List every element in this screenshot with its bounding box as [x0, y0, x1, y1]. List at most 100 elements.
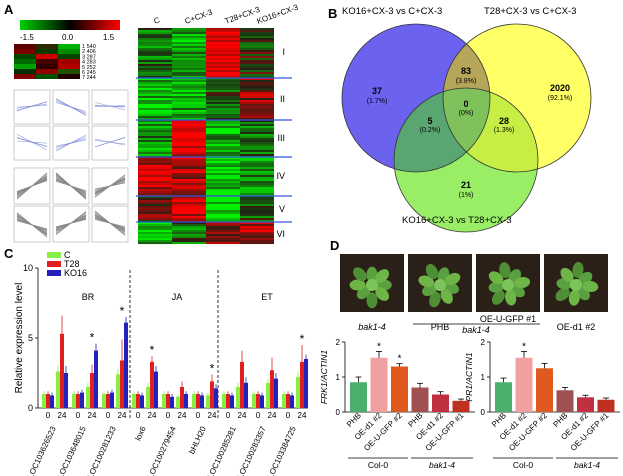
heatmap-cell: [138, 202, 172, 205]
heatmap-cell: [172, 150, 206, 153]
bar: [124, 322, 128, 408]
heatmap-cell: [206, 116, 240, 119]
bar: [222, 394, 226, 408]
heatmap-cell: [240, 104, 274, 107]
gene-label: LOC100281233: [86, 425, 118, 476]
gene-label: LOC103626523: [26, 425, 58, 476]
gene-label: LOC103648015: [56, 425, 88, 476]
heatmap-cell: [206, 104, 240, 107]
heatmap-cell: [172, 56, 206, 59]
leaf-shape: [488, 281, 505, 293]
heatmap-cell: [172, 96, 206, 99]
heatmap-cell: [240, 58, 274, 61]
heatmap-cell: [172, 28, 206, 31]
heatmap-cell: [206, 56, 240, 59]
heatmap-cell: [138, 94, 172, 97]
heatmap-cell: [240, 128, 274, 131]
bar: [60, 333, 64, 408]
heatmap-cell: [172, 236, 206, 239]
y-tick-label: 2: [481, 338, 486, 347]
profile-line: [55, 102, 87, 112]
heatmap-cell: [172, 40, 206, 43]
legend-swatch: [47, 270, 61, 276]
heatmap-cell: [240, 171, 274, 174]
legend-label: C: [64, 250, 71, 260]
mini-heat-cell: [14, 44, 36, 49]
bar: [50, 395, 54, 408]
bar: [102, 394, 106, 408]
heatmap-cell: [240, 181, 274, 184]
heatmap-cell: [240, 169, 274, 172]
leaf-shape: [514, 277, 531, 289]
heatmap-cell: [138, 132, 172, 135]
heatmap-cell: [240, 224, 274, 227]
legend-swatch: [47, 252, 61, 258]
heatmap-cell: [172, 159, 206, 162]
group-label: ET: [261, 292, 273, 302]
heatmap-cell: [138, 76, 172, 79]
heatmap-cell: [240, 140, 274, 143]
heatmap-cell: [240, 242, 274, 245]
heatmap-cell: [138, 70, 172, 73]
heatmap-cell: [172, 238, 206, 241]
heatmap-cell: [240, 232, 274, 235]
heatmap-cell: [206, 30, 240, 33]
heatmap-cell: [240, 222, 274, 225]
bar: [76, 394, 80, 408]
mini-heat-cell: [36, 59, 58, 64]
mini-heat-cell: [14, 74, 36, 79]
heatmap-cell: [240, 70, 274, 73]
heatmap-cell: [240, 88, 274, 91]
heatmap-cell: [172, 102, 206, 105]
heatmap-cell: [206, 50, 240, 53]
heatmap-cell: [138, 173, 172, 176]
profile-box: [91, 205, 129, 243]
significance-mark: *: [120, 304, 125, 318]
heatmap-cell: [240, 198, 274, 201]
heatmap-cell: [240, 94, 274, 97]
bar: [150, 361, 154, 408]
heatmap-cell: [172, 48, 206, 51]
heatmap-cell: [172, 126, 206, 129]
heatmap-cell: [206, 218, 240, 221]
heatmap-cell: [138, 44, 172, 47]
heatmap-cell: [206, 236, 240, 239]
bar: [90, 373, 94, 408]
heatmap-cell: [240, 218, 274, 221]
heatmap-cell: [172, 173, 206, 176]
bar: [274, 378, 278, 408]
heatmap-cell: [206, 108, 240, 111]
rosette-center: [434, 279, 446, 291]
heatmap-cell: [240, 68, 274, 71]
heatmap-cell: [138, 236, 172, 239]
heatmap-cell: [138, 50, 172, 53]
timepoint-label: 0: [76, 411, 81, 420]
heatmap-cell: [138, 92, 172, 95]
panel-b: B KO16+CX-3 vs C+CX-3 T28+CX-3 vs C+CX-3…: [328, 6, 592, 233]
heatmap-column-label: C+CX-3: [184, 7, 215, 25]
heatmap-cell: [206, 193, 240, 196]
heatmap-cell: [206, 76, 240, 79]
heatmap-cell: [138, 108, 172, 111]
heatmap-cell: [138, 157, 172, 160]
bar: [432, 394, 449, 412]
heatmap-cell: [138, 124, 172, 127]
heatmap-cell: [240, 206, 274, 209]
bar: [180, 387, 184, 408]
timepoint-label: 24: [208, 411, 217, 420]
heatmap-cell: [138, 216, 172, 219]
bar: [170, 396, 174, 408]
leaf-shape: [582, 280, 599, 293]
heatmap-cell: [240, 90, 274, 93]
y-tick-label: 10: [23, 263, 33, 273]
leaf-shape: [375, 269, 390, 283]
mini-heat-cell: [58, 44, 80, 49]
heatmap-cell: [206, 94, 240, 97]
significance-mark: *: [150, 343, 155, 357]
heatmap-cell: [138, 146, 172, 149]
heatmap-cell: [172, 134, 206, 137]
heatmap-cell: [172, 200, 206, 203]
bar: [184, 394, 188, 408]
heatmap-cell: [240, 76, 274, 79]
